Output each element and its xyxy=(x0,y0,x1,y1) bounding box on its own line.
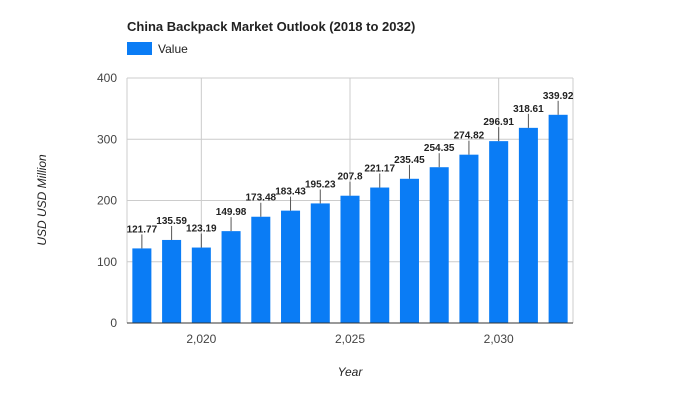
bar-2031 xyxy=(518,127,538,323)
x-tick-label: 2,020 xyxy=(186,332,216,346)
data-label-2029: 274.82 xyxy=(454,131,485,142)
chart-title: China Backpack Market Outlook (2018 to 2… xyxy=(127,19,415,34)
bar-2028 xyxy=(429,167,449,323)
bar-2021 xyxy=(221,231,241,323)
data-label-2020: 123.19 xyxy=(186,224,217,235)
data-label-2021: 149.98 xyxy=(216,207,247,218)
data-label-2027: 235.45 xyxy=(394,155,425,166)
legend-swatch-value xyxy=(127,42,152,55)
legend: Value xyxy=(127,42,188,56)
data-label-2024: 195.23 xyxy=(305,179,336,190)
bar-2020 xyxy=(191,247,211,323)
bar-2018 xyxy=(132,248,152,323)
y-tick-label: 300 xyxy=(97,132,117,146)
data-label-2032: 339.92 xyxy=(543,91,574,102)
data-label-2019: 135.59 xyxy=(156,216,187,227)
bar-2023 xyxy=(281,210,301,323)
data-label-2031: 318.61 xyxy=(513,104,544,115)
data-label-2023: 183.43 xyxy=(275,187,306,198)
bar-2029 xyxy=(459,154,479,323)
y-axis-title: USD USD Million xyxy=(35,154,49,246)
data-label-2026: 221.17 xyxy=(364,164,395,175)
bar-2030 xyxy=(489,141,509,323)
bar-2025 xyxy=(340,195,360,323)
bars xyxy=(132,114,568,323)
data-label-2018: 121.77 xyxy=(127,224,158,235)
y-tick-label: 200 xyxy=(97,194,117,208)
bar-2022 xyxy=(251,216,271,323)
legend-label-value: Value xyxy=(158,42,188,56)
x-tick-label: 2,030 xyxy=(484,332,514,346)
x-axis-title: Year xyxy=(338,365,364,379)
bar-2026 xyxy=(370,187,390,323)
y-tick-label: 100 xyxy=(97,255,117,269)
data-label-2028: 254.35 xyxy=(424,143,455,154)
bar-2027 xyxy=(399,178,419,323)
data-label-2022: 173.48 xyxy=(246,193,277,204)
data-label-2025: 207.8 xyxy=(337,172,362,183)
bar-2019 xyxy=(162,239,182,323)
axes: 0 100 200 300 400 2,020 2,025 2,030 xyxy=(97,71,573,346)
bar-2024 xyxy=(310,203,330,323)
y-tick-label: 0 xyxy=(110,316,117,330)
y-tick-label: 400 xyxy=(97,71,117,85)
bar-2032 xyxy=(548,114,568,323)
x-tick-label: 2,025 xyxy=(335,332,365,346)
data-label-2030: 296.91 xyxy=(483,117,514,128)
